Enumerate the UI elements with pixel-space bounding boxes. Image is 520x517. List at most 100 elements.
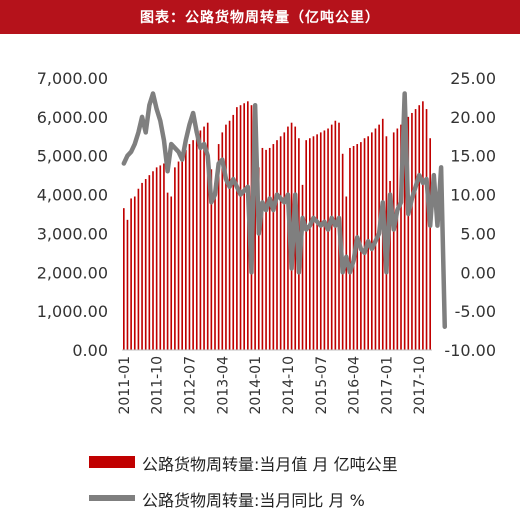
bar bbox=[371, 132, 373, 350]
y-left-tick-label: 5,000.00 bbox=[37, 147, 108, 166]
bar bbox=[123, 208, 125, 350]
y-left-tick-label: 1,000.00 bbox=[37, 302, 108, 321]
line-series-group bbox=[121, 91, 448, 329]
bar bbox=[243, 103, 245, 350]
bar bbox=[429, 138, 431, 350]
bar bbox=[312, 136, 315, 350]
bar bbox=[276, 140, 278, 350]
bar bbox=[206, 122, 209, 350]
bar bbox=[195, 136, 198, 350]
x-axis: 2011-01 2011-10 2012-07 2013-04 2014-01 2014-… bbox=[117, 349, 432, 415]
x-tick-label: 2015-07 bbox=[314, 356, 330, 415]
bar bbox=[330, 124, 333, 350]
y-right-tick-label: -10.00 bbox=[444, 341, 496, 360]
y-left-tick-label: 7,000.00 bbox=[37, 69, 108, 88]
y-left-tick-label: 4,000.00 bbox=[37, 186, 108, 205]
bar bbox=[403, 120, 406, 351]
bar bbox=[137, 188, 140, 350]
bar bbox=[323, 130, 326, 350]
bar bbox=[199, 130, 202, 350]
bar bbox=[305, 140, 307, 350]
bar bbox=[177, 161, 180, 350]
x-tick-label: 2014-01 bbox=[248, 356, 264, 415]
bar bbox=[301, 184, 304, 350]
bar bbox=[163, 163, 165, 350]
bar bbox=[181, 155, 183, 350]
bar bbox=[396, 128, 399, 350]
x-tick-label: 2017-01 bbox=[379, 356, 395, 415]
bar bbox=[225, 124, 227, 350]
bar bbox=[272, 144, 275, 350]
y-right-tick-label: 20.00 bbox=[450, 108, 496, 127]
bar bbox=[133, 196, 136, 350]
bar bbox=[159, 165, 162, 350]
bar bbox=[152, 171, 154, 350]
line-series-path bbox=[121, 91, 448, 329]
y-right-tick-label: 15.00 bbox=[450, 147, 496, 166]
bar bbox=[203, 126, 205, 350]
bar bbox=[155, 167, 158, 350]
bar bbox=[166, 192, 169, 350]
y-left-tick-label: 2,000.00 bbox=[37, 263, 108, 282]
bar bbox=[389, 180, 391, 350]
y-right-tick-label: 25.00 bbox=[450, 69, 496, 88]
bar bbox=[407, 116, 410, 350]
bar bbox=[279, 136, 282, 350]
bar bbox=[418, 105, 421, 350]
bar bbox=[210, 169, 213, 350]
y-axis-right: -10.00 -5.00 0.00 5.00 10.00 15.00 20.00 25.00 bbox=[444, 69, 496, 360]
y-right-tick-label: 5.00 bbox=[460, 224, 496, 243]
bar bbox=[425, 109, 428, 350]
x-tick-label: 2014-10 bbox=[281, 356, 297, 415]
bar bbox=[144, 179, 147, 350]
bar bbox=[400, 124, 402, 350]
bar bbox=[422, 101, 424, 350]
bar bbox=[283, 132, 286, 350]
x-tick-label: 2012-07 bbox=[182, 356, 198, 415]
bar bbox=[411, 112, 413, 350]
x-tick-label: 2016-04 bbox=[347, 356, 363, 415]
y-left-tick-label: 6,000.00 bbox=[37, 108, 108, 127]
bar bbox=[309, 138, 311, 350]
legend-item-line: 公路货物周转量:当月同比 月 % bbox=[0, 484, 520, 514]
bar bbox=[239, 105, 242, 350]
bar bbox=[261, 147, 264, 350]
bar bbox=[349, 147, 351, 350]
y-right-tick-label: -5.00 bbox=[455, 302, 496, 321]
bar bbox=[268, 147, 271, 350]
bar bbox=[316, 134, 318, 350]
bar bbox=[254, 130, 256, 350]
bar bbox=[228, 120, 231, 351]
y-left-tick-label: 0.00 bbox=[72, 341, 108, 360]
x-tick-label: 2011-10 bbox=[150, 356, 166, 415]
bar bbox=[236, 107, 238, 350]
bar bbox=[126, 219, 129, 350]
bar bbox=[221, 132, 224, 350]
bar bbox=[363, 138, 366, 350]
bar bbox=[148, 175, 151, 350]
bar bbox=[141, 182, 143, 350]
bar bbox=[130, 198, 132, 350]
y-axis-left: 0.00 1,000.00 2,000.00 3,000.00 4,000.00 5,00… bbox=[37, 69, 108, 360]
chart-title: 图表：公路货物周转量（亿吨公里） bbox=[140, 10, 380, 26]
bar bbox=[188, 144, 191, 350]
legend-swatch-line bbox=[89, 495, 135, 501]
bar bbox=[327, 128, 329, 350]
bar bbox=[414, 109, 417, 350]
legend-swatch-bar bbox=[89, 456, 135, 468]
bar bbox=[257, 167, 260, 350]
bar bbox=[334, 120, 337, 351]
bar bbox=[185, 149, 187, 350]
x-tick-label: 2017-10 bbox=[412, 356, 428, 415]
bar bbox=[319, 132, 322, 350]
legend-item-bar: 公路货物周转量:当月值 月 亿吨公里 bbox=[0, 448, 520, 478]
legend-label-line: 公路货物周转量:当月同比 月 % bbox=[142, 491, 365, 510]
y-right-tick-label: 0.00 bbox=[460, 263, 496, 282]
y-left-tick-label: 3,000.00 bbox=[37, 224, 108, 243]
x-tick-label: 2013-04 bbox=[215, 356, 231, 415]
y-right-tick-label: 10.00 bbox=[450, 186, 496, 205]
legend-label-bar: 公路货物周转量:当月值 月 亿吨公里 bbox=[142, 455, 398, 474]
chart-title-bar: 图表：公路货物周转量（亿吨公里） bbox=[0, 0, 520, 34]
bar bbox=[265, 149, 267, 350]
